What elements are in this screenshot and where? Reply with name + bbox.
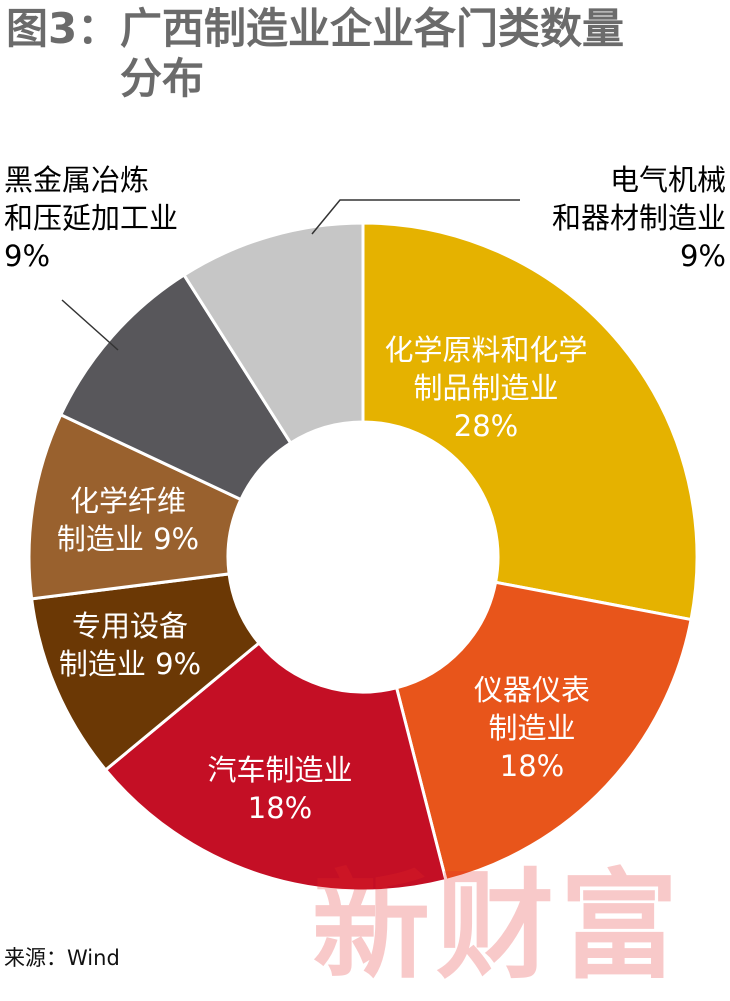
pie-slice-5 — [58, 272, 293, 502]
title-prefix: 图3： — [6, 4, 120, 53]
pie-slice-0 — [361, 221, 699, 622]
slice-label-4: 化学纤维制造业 9% — [57, 484, 199, 556]
slice-label-0: 化学原料和化学制品制造业 28% — [384, 333, 587, 443]
source-note: 来源：Wind — [4, 946, 120, 970]
pie-slice-1 — [394, 580, 693, 883]
title-line1: 广西制造业企业各门类数量 — [120, 4, 625, 53]
slices-group — [27, 221, 699, 893]
leader-line-6 — [311, 199, 520, 235]
title-line2: 分布 — [120, 54, 205, 103]
slice-label-1: 仪器仪表制造业 18% — [474, 673, 590, 783]
slice-label-6: 电气机械和器材制造业 9% — [552, 163, 726, 273]
pie-slice-3 — [29, 572, 262, 773]
slice-label-3: 专用设备制造业 9% — [59, 609, 201, 681]
slice-label-5: 黑金属冶炼和压延加工业 9% — [4, 163, 178, 273]
slice-label-2: 汽车制造业 18% — [207, 753, 352, 825]
donut-chart: 化学原料和化学制品制造业 28% 仪器仪表制造业 18% 汽车制造业 18%专用设备制造业… — [4, 163, 726, 893]
pie-slice-6 — [181, 221, 365, 446]
pie-slice-2 — [103, 640, 448, 893]
slice-labels: 化学原料和化学制品制造业 28% 仪器仪表制造业 18% 汽车制造业 18%专用设备制造业… — [4, 163, 726, 825]
chart-title: 图3：广西制造业企业各门类数量 分布 — [6, 4, 726, 104]
leader-lines — [61, 199, 520, 351]
leader-line-5 — [61, 299, 119, 351]
pie-slice-4 — [27, 412, 243, 601]
